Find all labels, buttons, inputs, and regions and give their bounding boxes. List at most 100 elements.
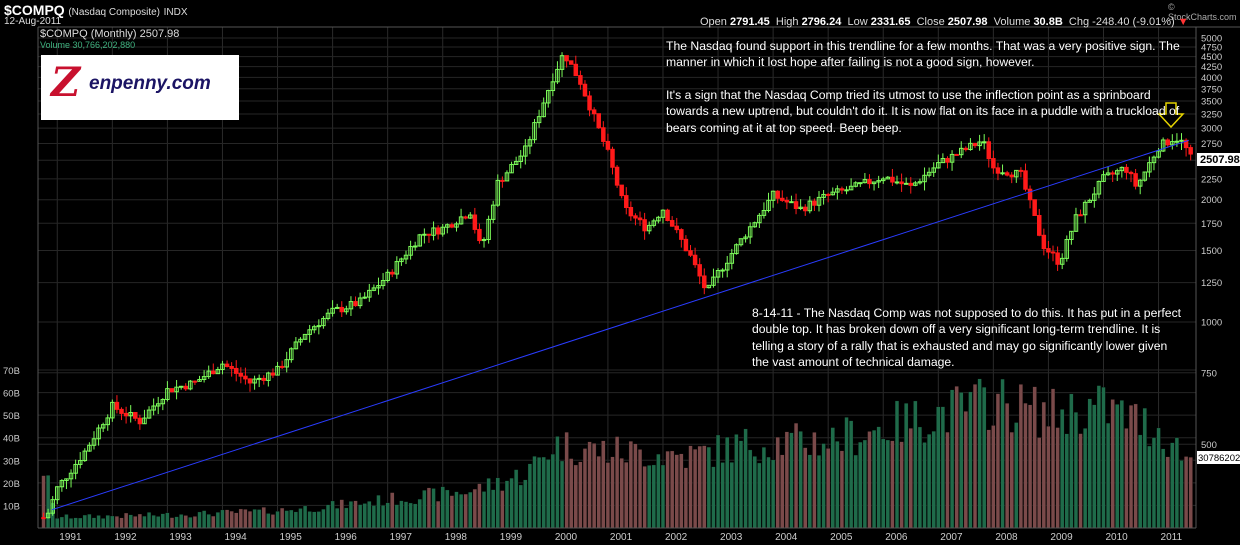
candle-body <box>931 167 936 173</box>
candle-body <box>192 380 198 383</box>
volume-bar <box>656 453 661 529</box>
volume-bar <box>302 505 308 529</box>
candle-body <box>59 480 65 488</box>
candle-body <box>371 287 377 291</box>
volume-bar <box>578 461 583 529</box>
volume-bar <box>775 436 780 529</box>
candle-body <box>128 412 133 417</box>
volume-tick-10B: 10B <box>3 501 20 512</box>
candle-body <box>50 499 55 514</box>
axes-labels: 1991 1992 1993 1994 1995 1996 1997 1998 1999 2000… <box>3 34 1222 544</box>
volume-bar <box>940 406 945 529</box>
candle-body <box>477 228 482 242</box>
candle-body <box>146 409 152 419</box>
y-tick-4500: 4500 <box>1201 52 1222 63</box>
y-tick-2250: 2250 <box>1201 174 1222 185</box>
candle-body <box>229 365 234 369</box>
candle-body <box>1124 166 1129 173</box>
volume-bar <box>220 509 225 529</box>
candle-body <box>858 182 863 185</box>
volume-bar <box>1064 433 1069 529</box>
candle-body <box>73 463 78 474</box>
volume-bar <box>298 508 303 529</box>
candle-body <box>968 142 973 151</box>
ohlc-summary: Open 2791.45 High 2796.24 Low 2331.65 Cl… <box>700 16 1189 28</box>
candle-body <box>87 444 92 452</box>
volume-bar <box>853 454 858 529</box>
volume-bar <box>422 490 427 529</box>
candle-body <box>500 179 505 182</box>
volume-bar <box>376 494 381 529</box>
volume-bar <box>789 432 794 529</box>
candle-body <box>1064 239 1070 259</box>
candle-body <box>706 284 712 289</box>
volume-bar <box>683 467 688 529</box>
candle-body <box>348 301 354 310</box>
candle-body <box>1023 170 1028 190</box>
candle-body <box>1142 171 1148 181</box>
volume-bar <box>1115 404 1120 529</box>
volume-bar <box>500 490 505 529</box>
volume-bar <box>133 516 138 529</box>
candle-body <box>752 222 757 228</box>
volume-bar <box>289 509 294 529</box>
volume-bar <box>68 518 74 529</box>
candle-body <box>490 204 496 220</box>
volume-bar <box>1165 456 1170 529</box>
volume-bar <box>266 513 271 529</box>
candle-body <box>394 261 400 275</box>
candle-body <box>160 398 166 405</box>
candle-body <box>188 380 193 390</box>
candle-body <box>45 512 51 519</box>
volume-bar <box>665 450 670 529</box>
candle-body <box>633 215 638 219</box>
volume-bar <box>651 464 656 529</box>
volume-bar <box>582 448 588 529</box>
volume-bar <box>637 449 643 529</box>
volume-bar <box>725 436 730 529</box>
last-volume-box <box>1197 451 1240 464</box>
volume-bar <box>458 494 464 529</box>
volume-bar <box>546 459 551 529</box>
candle-body <box>224 363 230 367</box>
y-tick-3250: 3250 <box>1201 110 1222 121</box>
support-trendline <box>51 139 1189 511</box>
volume-bar <box>601 440 606 529</box>
candle-body <box>546 90 551 104</box>
volume-bar <box>179 514 184 529</box>
down-arrow-icon: ▼ <box>1177 16 1189 28</box>
candle-body <box>91 438 97 446</box>
candle-body <box>431 227 436 236</box>
candle-body <box>624 195 629 208</box>
volume-bar <box>192 516 198 529</box>
candle-body <box>518 155 523 162</box>
candle-body <box>353 301 358 307</box>
volume-bar <box>1106 422 1111 529</box>
volume-bar <box>234 512 239 529</box>
volume-bar <box>532 456 537 529</box>
volume-bar <box>353 500 358 529</box>
candle-body <box>1179 139 1184 142</box>
volume-bar <box>876 426 881 529</box>
volume-bar <box>312 511 317 529</box>
candle-body <box>853 182 858 187</box>
candle-body <box>674 225 679 231</box>
volume-bar <box>87 513 92 529</box>
candle-body <box>903 182 909 185</box>
candle-body <box>757 214 762 224</box>
volume-bar <box>1005 403 1010 529</box>
volume-bar <box>523 479 528 529</box>
candle-body <box>105 417 110 426</box>
volume-bar <box>1083 428 1088 529</box>
volume-tick-60B: 60B <box>3 389 20 400</box>
volume-bar <box>1179 460 1184 529</box>
legend: $COMPQ (Monthly) 2507.98 Volume 30,766,2… <box>40 29 179 51</box>
candle-body <box>922 174 927 183</box>
last-price-box <box>1197 153 1240 166</box>
volume-bar <box>1092 404 1097 529</box>
volume-bar <box>780 454 785 529</box>
volume-bar <box>160 513 165 529</box>
candle-body <box>578 75 583 85</box>
volume-bar <box>293 511 298 529</box>
volume-bar <box>660 464 666 529</box>
